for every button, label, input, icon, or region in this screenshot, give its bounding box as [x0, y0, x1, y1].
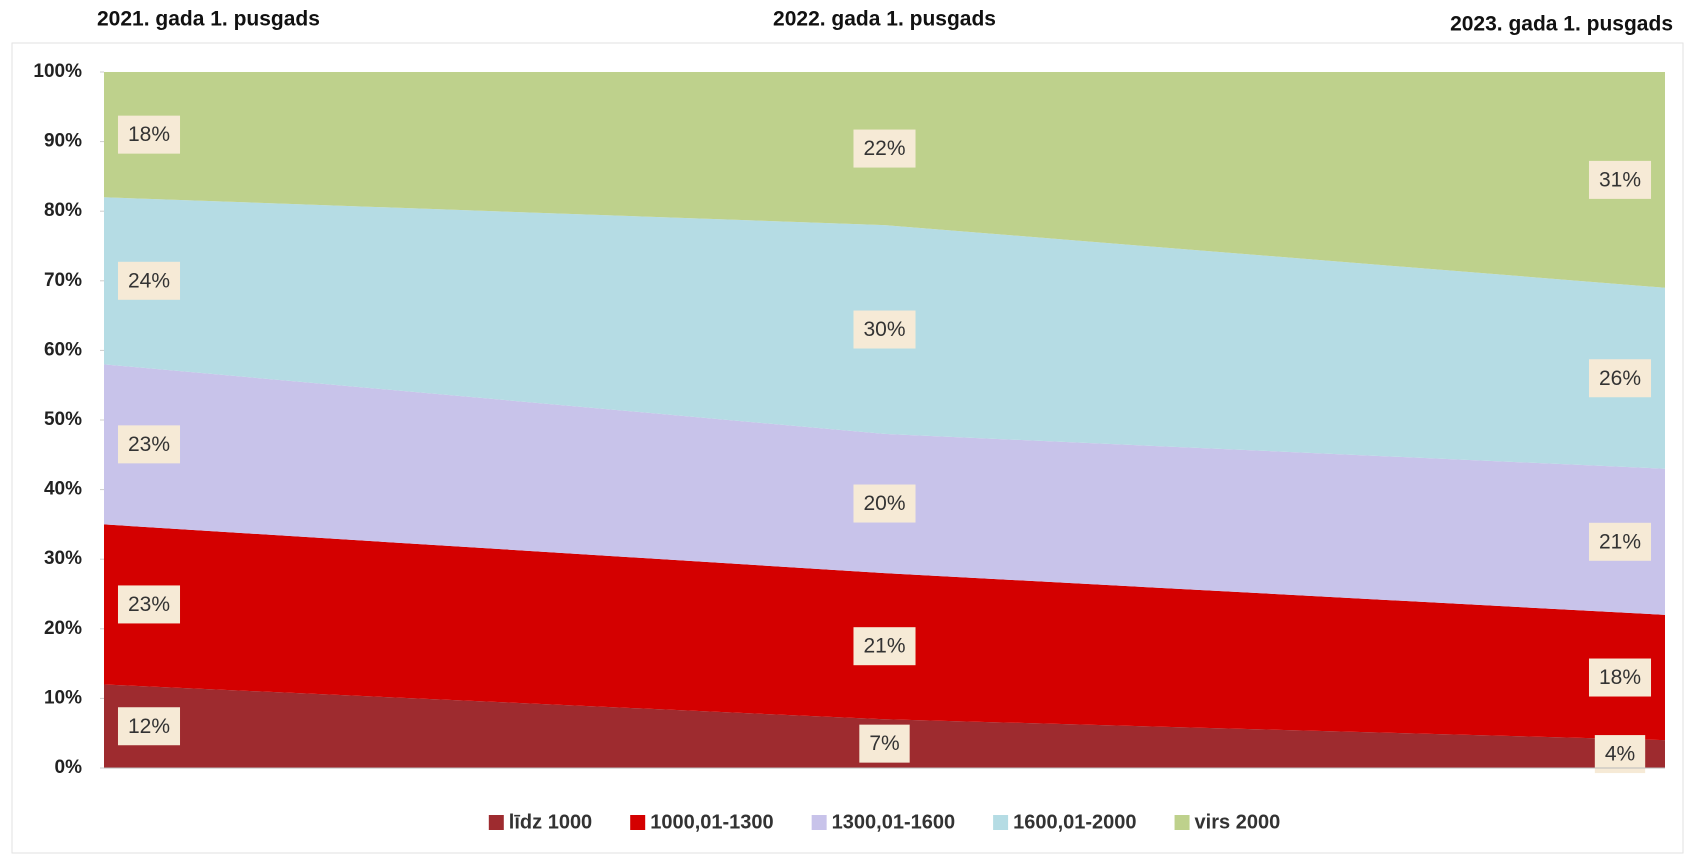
- data-label-box: [117, 707, 181, 746]
- legend-swatch: [811, 815, 827, 830]
- data-label-box: [117, 261, 181, 300]
- legend-label: 1600,01-2000: [1013, 811, 1136, 833]
- data-label: 12%: [117, 707, 181, 746]
- data-label: 24%: [117, 261, 181, 300]
- data-label-box: [859, 724, 910, 763]
- y-tick-label: 70%: [44, 270, 82, 291]
- data-label: 7%: [859, 724, 910, 763]
- y-tick-label: 10%: [44, 687, 82, 708]
- y-tick-label: 40%: [44, 479, 82, 500]
- data-label-text: 18%: [1599, 666, 1641, 689]
- legend-item: līdz 1000: [488, 811, 592, 833]
- y-tick-label: 100%: [33, 61, 82, 82]
- data-label-text: 21%: [863, 635, 905, 658]
- y-tick-label: 30%: [44, 548, 82, 569]
- legend-label: 1000,01-1300: [650, 811, 773, 833]
- data-label-text: 4%: [1605, 743, 1635, 766]
- data-label-box: [853, 129, 916, 168]
- category-label: 2023. gada 1. pusgads: [1450, 13, 1673, 36]
- data-label-text: 22%: [863, 137, 905, 160]
- data-label: 18%: [117, 115, 181, 154]
- legend-label: 1300,01-1600: [832, 811, 955, 833]
- data-label-box: [117, 425, 181, 464]
- data-label-box: [1588, 522, 1652, 561]
- legend-item: 1000,01-1300: [630, 811, 774, 833]
- data-label: 31%: [1588, 160, 1652, 199]
- data-label-text: 30%: [863, 318, 905, 341]
- y-tick-label: 50%: [44, 409, 82, 430]
- chart-frame: [11, 42, 1684, 854]
- data-label: 26%: [1588, 359, 1652, 398]
- data-label-box: [1588, 160, 1652, 199]
- legend-label: līdz 1000: [509, 811, 592, 833]
- data-label-text: 21%: [1599, 530, 1641, 553]
- data-label: 21%: [853, 627, 916, 666]
- area: [104, 72, 1665, 288]
- legend-swatch: [1174, 815, 1190, 830]
- data-label-box: [853, 484, 916, 523]
- y-tick-label: 80%: [44, 200, 82, 221]
- category-label: 2022. gada 1. pusgads: [773, 8, 996, 31]
- data-label-text: 7%: [869, 732, 899, 755]
- data-label-text: 31%: [1599, 168, 1641, 191]
- y-tick-label: 60%: [44, 339, 82, 360]
- legend-swatch: [488, 815, 504, 830]
- legend: līdz 1000 1000,01-1300 1300,01-1600 1600,01…: [488, 811, 1281, 833]
- data-label-box: [117, 115, 181, 154]
- data-label: 30%: [853, 310, 916, 349]
- data-label: 22%: [853, 129, 916, 168]
- data-label-text: 26%: [1599, 367, 1641, 390]
- data-label: 21%: [1588, 522, 1652, 561]
- data-label-text: 23%: [128, 593, 170, 616]
- data-label: 4%: [1594, 735, 1646, 774]
- data-label: 23%: [117, 585, 181, 624]
- y-tick-label: 90%: [44, 131, 82, 152]
- data-label-text: 18%: [128, 123, 170, 146]
- data-label-box: [1588, 658, 1652, 697]
- legend-label: virs 2000: [1195, 811, 1281, 833]
- data-label-box: [1588, 359, 1652, 398]
- data-label-text: 12%: [128, 715, 170, 738]
- y-tick-label: 0%: [55, 757, 83, 778]
- category-label: 2021. gada 1. pusgads: [97, 8, 320, 31]
- data-label-box: [853, 627, 916, 666]
- legend-item: 1300,01-1600: [811, 811, 955, 833]
- data-label: 18%: [1588, 658, 1652, 697]
- legend-swatch: [630, 815, 646, 830]
- data-label-text: 20%: [863, 492, 905, 515]
- legend-item: virs 2000: [1174, 811, 1281, 833]
- data-label-box: [853, 310, 916, 349]
- legend-item: 1600,01-2000: [993, 811, 1137, 833]
- data-label-text: 24%: [128, 269, 170, 292]
- data-label-box: [1594, 735, 1646, 774]
- legend-swatch: [993, 815, 1009, 830]
- data-label-box: [117, 585, 181, 624]
- data-label: 23%: [117, 425, 181, 464]
- data-label: 20%: [853, 484, 916, 523]
- data-label-text: 23%: [128, 433, 170, 456]
- y-tick-label: 20%: [44, 618, 82, 639]
